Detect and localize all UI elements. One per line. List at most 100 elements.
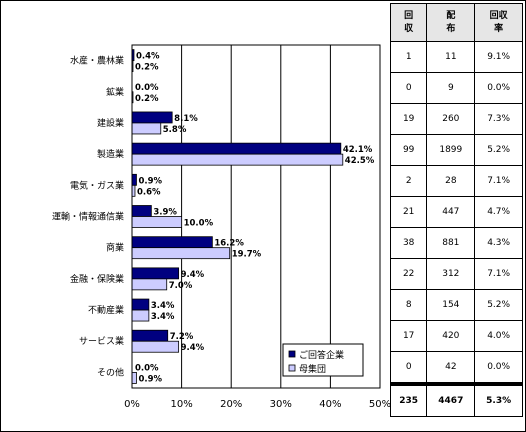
table-row: 99 1899 5.2% (389, 134, 523, 166)
row-response-rate: 0.0% (474, 351, 523, 385)
row-response-rate: 7.3% (474, 103, 523, 135)
data-label: 8.1% (174, 114, 198, 124)
row-response-rate: 0.0% (474, 72, 523, 104)
total-response-rate: 5.3% (474, 382, 523, 417)
row-responses: 17 (389, 320, 428, 352)
x-tick-label: 0% (124, 399, 140, 410)
data-label: 42.1% (343, 145, 373, 155)
category-label: 不動産業 (88, 304, 124, 316)
data-label: 3.4% (151, 312, 175, 322)
bar-respondents (131, 329, 169, 342)
bar-population (131, 122, 162, 135)
category-label: 商業 (106, 242, 124, 254)
table-row: 0 42 0.0% (389, 351, 523, 385)
row-response-rate: 4.7% (474, 196, 523, 228)
row-distributed: 881 (426, 227, 476, 259)
row-distributed: 11 (426, 41, 476, 73)
bar-respondents (131, 205, 152, 217)
row-distributed: 447 (426, 196, 476, 228)
table-row: 17 420 4.0% (389, 320, 523, 352)
category-label: 金融・保険業 (70, 273, 124, 285)
legend-swatch (288, 350, 296, 358)
table-row: 19 260 7.3% (389, 103, 523, 135)
response-rate-table: 回 収 配 布 回収 率 1 11 9.1% 0 9 0.0% 19 260 7.3% 99 189… (389, 3, 523, 417)
data-label: 5.8% (163, 125, 187, 135)
header-distributed: 配 布 (426, 3, 476, 42)
row-response-rate: 5.2% (474, 289, 523, 321)
x-tick-label: 40% (319, 399, 341, 410)
row-responses: 0 (389, 72, 428, 104)
bar-population (131, 309, 150, 322)
data-label: 7.0% (169, 281, 193, 291)
legend-label: ご回答企業 (299, 349, 344, 361)
row-response-rate: 7.1% (474, 258, 523, 290)
row-responses: 19 (389, 103, 428, 135)
bar-population (131, 247, 231, 260)
category-label: 鉱業 (106, 86, 124, 98)
data-label: 0.6% (137, 187, 161, 197)
total-distributed: 4467 (426, 382, 476, 417)
bar-population (131, 340, 180, 353)
table-row: 38 881 4.3% (389, 227, 523, 259)
legend-swatch (288, 364, 296, 372)
table-row: 8 154 5.2% (389, 289, 523, 321)
row-distributed: 9 (426, 72, 476, 104)
category-label: その他 (97, 366, 124, 378)
row-responses: 21 (389, 196, 428, 228)
row-distributed: 260 (426, 103, 476, 135)
category-label: 水産・農林業 (70, 55, 124, 67)
total-responses: 235 (389, 382, 428, 417)
row-response-rate: 7.1% (474, 165, 523, 197)
category-label: 運輸・情報通信業 (52, 211, 124, 223)
bar-respondents (131, 236, 213, 249)
data-label: 0.0% (135, 83, 159, 93)
row-responses: 38 (389, 227, 428, 259)
category-label: 電気・ガス業 (70, 179, 124, 191)
bar-population (131, 278, 168, 291)
table-header-row: 回 収 配 布 回収 率 (389, 3, 523, 42)
bar-population (131, 153, 344, 166)
bar-respondents (131, 267, 180, 280)
row-distributed: 312 (426, 258, 476, 290)
row-response-rate: 9.1% (474, 41, 523, 73)
bar-chart: 0% 10% 20% 30% 40% 50%水産・農林業 0.4%0.2%鉱業 0.0%0.2… (52, 44, 390, 410)
data-label: 42.5% (345, 156, 375, 166)
data-label: 0.2% (135, 94, 159, 104)
row-distributed: 154 (426, 289, 476, 321)
x-tick-label: 50% (369, 399, 390, 410)
data-label: 9.4% (181, 270, 205, 280)
data-label: 0.9% (138, 176, 162, 186)
data-label: 7.2% (170, 332, 194, 342)
bar-respondents (131, 111, 173, 124)
table-row: 21 447 4.7% (389, 196, 523, 228)
row-response-rate: 4.3% (474, 227, 523, 259)
category-label: 製造業 (97, 148, 124, 160)
row-response-rate: 5.2% (474, 134, 523, 166)
row-responses: 99 (389, 134, 428, 166)
x-tick-label: 30% (270, 399, 292, 410)
row-distributed: 1899 (426, 134, 476, 166)
table-row: 1 11 9.1% (389, 41, 523, 73)
x-tick-label: 20% (220, 399, 242, 410)
data-label: 0.4% (136, 52, 160, 62)
x-tick-label: 10% (170, 399, 192, 410)
row-responses: 8 (389, 289, 428, 321)
row-response-rate: 4.0% (474, 320, 523, 352)
data-label: 3.4% (151, 301, 175, 311)
legend (282, 343, 364, 377)
table-row: 0 9 0.0% (389, 72, 523, 104)
table-total-row: 235 4467 5.3% (389, 382, 523, 417)
header-response-rate: 回収 率 (474, 3, 523, 42)
data-label: 3.9% (153, 208, 177, 218)
category-label: サービス業 (79, 335, 124, 347)
data-label: 0.2% (135, 63, 159, 73)
bar-respondents (131, 298, 150, 311)
row-responses: 0 (389, 351, 428, 385)
bar-respondents (131, 173, 137, 186)
header-responses: 回 収 (389, 3, 428, 42)
row-responses: 1 (389, 41, 428, 73)
bar-respondents (131, 142, 342, 155)
data-label: 0.9% (138, 374, 162, 384)
data-label: 19.7% (232, 250, 262, 260)
row-distributed: 28 (426, 165, 476, 197)
